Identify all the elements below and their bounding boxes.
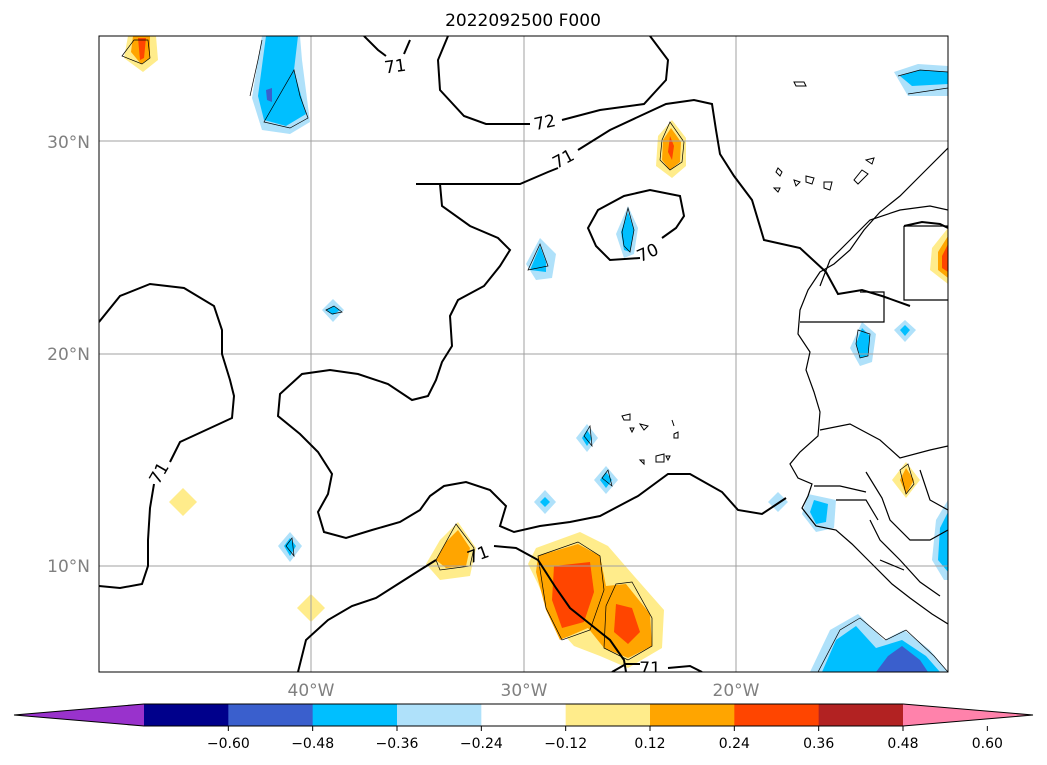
lon-label: 20°W — [713, 681, 760, 701]
contour-line — [363, 36, 411, 57]
colorbar-segment — [481, 704, 567, 726]
contour-line — [99, 483, 155, 590]
contour-line — [493, 545, 627, 672]
negative-anomaly-patch — [284, 538, 296, 556]
colorbar: −0.60 −0.48 −0.36 −0.24 −0.12 0.12 0.24 0.36 0.4… — [13, 703, 1034, 752]
lat-label: 30°N — [47, 133, 90, 153]
positive-anomaly-patch — [900, 468, 914, 494]
country-border — [814, 485, 879, 521]
colorbar-segment — [818, 704, 904, 726]
country-border — [819, 423, 948, 459]
colorbar-tick-label: 0.24 — [719, 736, 750, 752]
contour-line — [611, 663, 703, 672]
contour-label: 71 — [383, 56, 407, 79]
positive-anomaly-patch — [614, 604, 640, 644]
country-border — [869, 519, 941, 597]
contour-label: 71 — [639, 659, 661, 679]
colorbar-extend-high — [903, 704, 1033, 726]
contour-label: 72 — [532, 111, 557, 135]
colorbar-segment — [565, 704, 651, 726]
islands — [621, 81, 875, 466]
height-contours — [99, 36, 948, 672]
colorbar-tick-label: 0.60 — [972, 736, 1003, 752]
map-panel: 71 72 71 70 71 71 71 — [99, 36, 948, 679]
positive-anomaly-patch — [138, 38, 146, 60]
negative-anomaly-patch — [900, 70, 948, 86]
coastlines — [789, 147, 948, 625]
negative-anomaly-patch — [258, 36, 306, 126]
negative-anomaly-patch — [540, 497, 550, 507]
negative-anomaly-patch — [810, 500, 828, 524]
lat-label: 20°N — [47, 345, 90, 365]
contour-line — [297, 559, 437, 672]
country-border — [919, 469, 948, 511]
colorbar-tick-label: −0.24 — [460, 736, 503, 752]
colorbar-tick-label: −0.36 — [376, 736, 419, 752]
positive-anomaly-patch — [942, 244, 948, 272]
country-border — [819, 205, 948, 287]
colorbar-tick-label: −0.60 — [207, 736, 250, 752]
negative-anomaly-patch — [621, 212, 634, 252]
contour-line — [577, 98, 911, 307]
lat-label: 10°N — [47, 557, 90, 577]
contour-line — [418, 167, 559, 185]
colorbar-tick-label: 0.12 — [634, 736, 665, 752]
contour-line — [99, 282, 236, 463]
colorbar-tick-label: −0.12 — [544, 736, 587, 752]
negative-anomaly-patch — [266, 88, 272, 102]
contour-line — [436, 36, 530, 125]
colorbar-tick-label: −0.48 — [291, 736, 334, 752]
contour-line — [561, 36, 670, 121]
positive-anomaly-patch — [436, 530, 470, 568]
contour-line — [903, 220, 948, 229]
lon-label: 30°W — [501, 681, 548, 701]
colorbar-segment — [312, 704, 398, 726]
anomaly-shading — [124, 36, 948, 672]
map-frame — [98, 35, 949, 673]
colorbar-tick-label: 0.36 — [803, 736, 834, 752]
negative-anomaly-patch — [530, 246, 546, 272]
anomaly-outlines — [121, 39, 948, 672]
contour-line — [276, 183, 787, 540]
africa-coastline — [789, 147, 948, 625]
contour-line — [586, 188, 686, 262]
gridlines — [99, 36, 948, 672]
colorbar-segment — [228, 704, 314, 726]
positive-anomaly-patch — [668, 136, 674, 160]
positive-anomaly-patch — [552, 562, 594, 628]
positive-anomaly-patch — [169, 488, 197, 516]
negative-anomaly-patch — [582, 430, 592, 446]
map-title: 2022092500 F000 — [445, 11, 601, 31]
negative-anomaly-patch — [938, 512, 948, 572]
colorbar-segment — [734, 704, 820, 726]
country-border — [865, 471, 948, 541]
lon-label: 40°W — [288, 681, 335, 701]
colorbar-segment — [650, 704, 735, 726]
colorbar-tick-label: 0.48 — [887, 736, 918, 752]
colorbar-outline — [13, 703, 1034, 727]
colorbar-segment — [144, 704, 229, 726]
colorbar-extend-low — [14, 704, 144, 726]
colorbar-segment — [397, 704, 482, 726]
negative-anomaly-patch — [856, 328, 870, 358]
negative-anomaly-patch — [876, 646, 928, 672]
negative-anomaly-patch — [900, 325, 910, 336]
